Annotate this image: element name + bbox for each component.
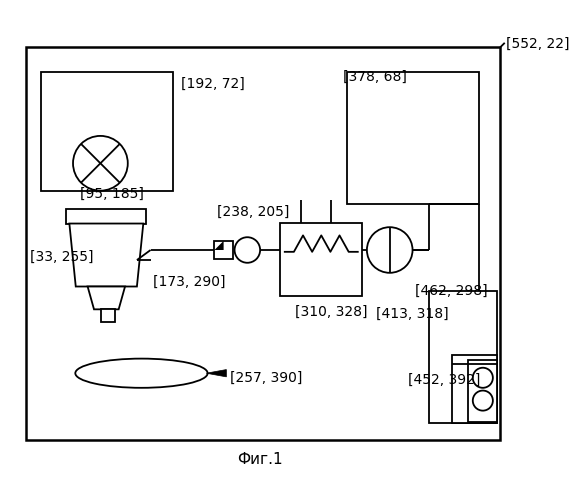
Ellipse shape (75, 358, 207, 388)
Circle shape (367, 227, 413, 273)
Circle shape (473, 368, 493, 388)
Text: [310, 328]: [310, 328] (295, 305, 367, 319)
Polygon shape (206, 370, 226, 377)
Circle shape (235, 237, 260, 263)
Bar (452, 355, 498, 424)
Text: [462, 298]: [462, 298] (416, 284, 488, 298)
Polygon shape (88, 286, 125, 310)
Bar (429, 291, 498, 424)
Text: [452, 392]: [452, 392] (408, 372, 481, 386)
Bar (101, 310, 115, 322)
Text: [413, 318]: [413, 318] (376, 307, 449, 321)
Text: [33, 255]: [33, 255] (30, 250, 93, 264)
Polygon shape (70, 224, 143, 286)
Circle shape (73, 136, 128, 190)
Bar (41, 72, 173, 190)
Bar (26, 48, 500, 440)
Text: Фиг.1: Фиг.1 (237, 452, 283, 468)
Circle shape (473, 390, 493, 410)
Text: [173, 290]: [173, 290] (153, 275, 226, 289)
Text: [95, 185]: [95, 185] (80, 186, 144, 200)
Bar (280, 222, 363, 296)
Text: [378, 68]: [378, 68] (343, 70, 407, 84)
Bar (347, 72, 479, 204)
Text: [552, 22]: [552, 22] (506, 36, 569, 51)
Polygon shape (214, 241, 223, 250)
Bar (214, 241, 233, 259)
Text: [257, 390]: [257, 390] (230, 371, 302, 385)
Bar (66, 209, 146, 224)
Text: [192, 72]: [192, 72] (181, 77, 245, 91)
Text: [238, 205]: [238, 205] (217, 204, 290, 218)
Bar (468, 360, 498, 422)
